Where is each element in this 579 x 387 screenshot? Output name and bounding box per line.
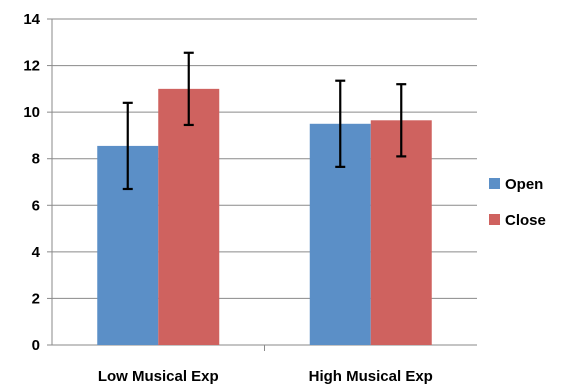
legend-label-close: Close (505, 212, 546, 229)
y-tick-label: 6 (32, 197, 40, 214)
bars (97, 88, 432, 346)
x-category-label: Low Musical Exp (98, 368, 219, 385)
y-tick-labels: 0 2 4 6 8 10 12 14 (23, 11, 40, 354)
y-tick-label: 0 (32, 337, 40, 354)
legend-swatch-open (489, 178, 500, 189)
bar-close-1 (158, 88, 220, 345)
y-tick-label: 4 (32, 244, 41, 261)
bar-close-2 (370, 120, 432, 346)
y-tick-label: 2 (32, 290, 40, 307)
legend-swatch-close (489, 214, 500, 225)
y-tick-label: 8 (32, 151, 40, 168)
y-tick-label: 14 (23, 11, 40, 28)
legend-label-open: Open (505, 176, 543, 193)
category-labels: Low Musical Exp High Musical Exp (98, 368, 433, 385)
x-category-label: High Musical Exp (309, 368, 433, 385)
y-tick-label: 10 (23, 104, 40, 121)
error-bars (122, 51, 407, 191)
legend: Open Close (489, 176, 546, 229)
y-tick-label: 12 (23, 58, 40, 75)
